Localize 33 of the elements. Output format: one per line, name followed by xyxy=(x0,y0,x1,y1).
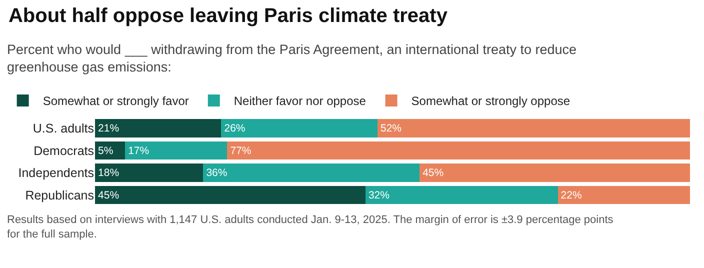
data-label: 32% xyxy=(368,189,390,202)
chart-title: About half oppose leaving Paris climate treaty xyxy=(8,5,448,27)
data-label: 22% xyxy=(560,189,582,202)
data-label: 77% xyxy=(230,144,252,157)
data-label: 26% xyxy=(224,122,246,135)
y-tick-label: Independents xyxy=(18,166,94,180)
y-tick-label: U.S. adults xyxy=(32,122,94,136)
data-label: 21% xyxy=(98,122,120,135)
data-label: 5% xyxy=(98,144,114,157)
bar xyxy=(227,141,690,160)
bar xyxy=(420,164,690,182)
bar xyxy=(95,164,204,182)
bar xyxy=(365,186,558,204)
bar xyxy=(95,186,366,204)
data-label: 36% xyxy=(206,167,228,180)
bar xyxy=(221,119,378,138)
data-label: 17% xyxy=(128,144,150,157)
y-tick-label: Democrats xyxy=(34,144,94,158)
data-label: 45% xyxy=(422,167,444,180)
chart-subtitle: Percent who would ___ withdrawing from the Paris Agreement, an international treaty to reduce greenhouse gas emissions: xyxy=(7,42,577,75)
data-label: 52% xyxy=(380,122,402,135)
legend-label: Somewhat or strongly oppose xyxy=(411,94,570,108)
text: Results based on interviews with 1,147 U.S. adults conducted Jan. 9-13, 2025. The margin of error is ±3.9 percentage points for the full sample. xyxy=(7,214,614,240)
data-label: 18% xyxy=(98,167,120,180)
bar xyxy=(95,119,222,138)
y-tick-label: Republicans xyxy=(25,188,94,202)
legend-label: Neither favor nor oppose xyxy=(234,94,366,108)
bar xyxy=(377,119,690,138)
bar xyxy=(203,164,420,182)
bar xyxy=(558,186,690,204)
legend-label: Somewhat or strongly favor xyxy=(42,94,189,108)
bar xyxy=(125,141,228,160)
data-label: 45% xyxy=(98,189,120,202)
